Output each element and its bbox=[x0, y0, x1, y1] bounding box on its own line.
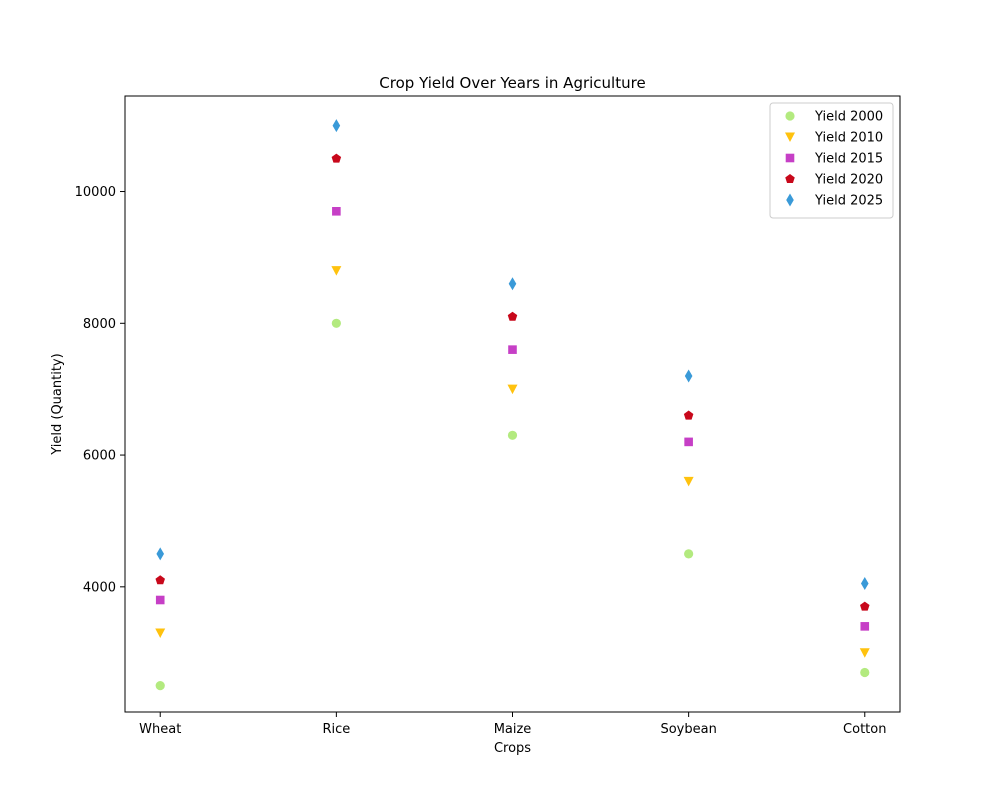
point-yield-2020-wheat bbox=[155, 575, 165, 585]
point-yield-2000-maize bbox=[507, 430, 518, 440]
y-tick-label-10000: 10000 bbox=[75, 185, 116, 200]
point-yield-2020-maize bbox=[507, 311, 518, 321]
point-yield-2010-cotton bbox=[859, 648, 870, 658]
point-yield-2010-soybean bbox=[683, 476, 694, 487]
chart-title: Crop Yield Over Years in Agriculture bbox=[379, 74, 645, 92]
point-yield-2020-rice bbox=[331, 153, 342, 163]
data-points bbox=[155, 119, 870, 691]
legend-box bbox=[769, 102, 894, 219]
x-tick-label-wheat: Wheat bbox=[139, 722, 181, 737]
point-yield-2010-rice bbox=[331, 266, 342, 276]
point-yield-2000-soybean bbox=[684, 549, 694, 559]
point-yield-2025-wheat bbox=[156, 547, 165, 561]
y-tick-label-6000: 6000 bbox=[83, 449, 116, 464]
point-yield-2000-rice bbox=[331, 318, 341, 328]
point-yield-2015-soybean bbox=[684, 437, 693, 447]
x-tick-label-cotton: Cotton bbox=[843, 722, 886, 737]
y-axis-label: Yield (Quantity) bbox=[50, 353, 65, 455]
legend-marker-yield-2020 bbox=[785, 174, 795, 184]
y-tick-label-8000: 8000 bbox=[83, 317, 116, 332]
legend-marker-yield-2010 bbox=[785, 132, 795, 142]
point-yield-2015-cotton bbox=[860, 622, 870, 631]
legend-label-yield-2025: Yield 2025 bbox=[814, 194, 883, 209]
point-yield-2025-rice bbox=[332, 119, 341, 133]
x-tick-label-soybean: Soybean bbox=[660, 722, 716, 737]
point-yield-2025-cotton bbox=[860, 577, 869, 591]
legend-label-yield-2000: Yield 2000 bbox=[814, 110, 883, 125]
point-yield-2020-soybean bbox=[683, 410, 694, 420]
point-yield-2000-wheat bbox=[155, 681, 165, 691]
x-tick-label-rice: Rice bbox=[322, 722, 350, 737]
legend-marker-yield-2025 bbox=[786, 193, 794, 207]
legend-label-yield-2015: Yield 2015 bbox=[814, 152, 883, 167]
point-yield-2015-wheat bbox=[155, 595, 165, 605]
point-yield-2010-maize bbox=[507, 384, 518, 395]
x-axis-label: Crops bbox=[494, 741, 531, 756]
legend-marker-yield-2015 bbox=[785, 153, 795, 163]
legend-marker-yield-2000 bbox=[785, 111, 795, 121]
y-axis: 4000 6000 8000 10000 bbox=[75, 185, 125, 595]
x-axis: Wheat Rice Maize Soybean Cotton bbox=[139, 712, 886, 737]
point-yield-2000-cotton bbox=[860, 667, 870, 678]
point-yield-2010-wheat bbox=[155, 628, 166, 638]
legend-label-yield-2010: Yield 2010 bbox=[814, 131, 883, 146]
point-yield-2020-cotton bbox=[860, 601, 870, 611]
point-yield-2015-maize bbox=[508, 345, 517, 354]
y-tick-label-4000: 4000 bbox=[83, 580, 116, 595]
point-yield-2015-rice bbox=[332, 206, 341, 216]
point-yield-2025-soybean bbox=[684, 369, 693, 383]
legend-label-yield-2020: Yield 2020 bbox=[814, 173, 883, 188]
legend: Yield 2000 Yield 2010 Yield 2015 Yield 2020… bbox=[769, 102, 894, 219]
x-tick-label-maize: Maize bbox=[494, 722, 532, 737]
point-yield-2025-maize bbox=[508, 277, 517, 291]
